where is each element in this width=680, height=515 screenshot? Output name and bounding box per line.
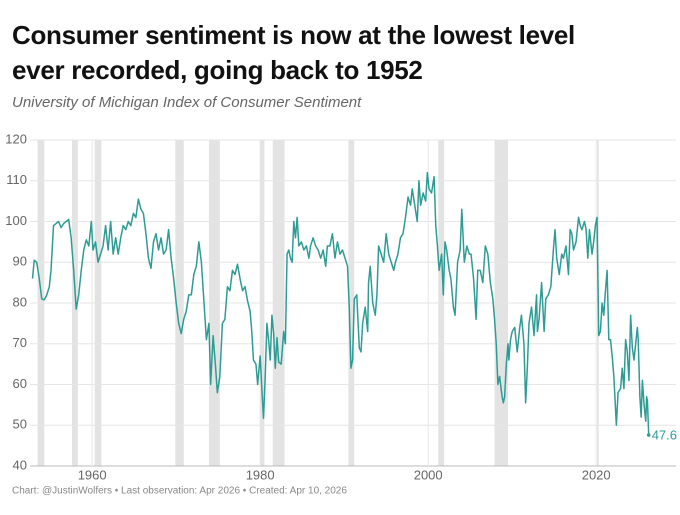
y-tick-label: 110	[6, 172, 27, 187]
y-tick-label: 90	[13, 254, 27, 269]
chart-title: Consumer sentiment is now at the lowest …	[12, 20, 575, 50]
chart-subtitle: University of Michigan Index of Consumer…	[12, 94, 362, 111]
y-tick-label: 80	[13, 294, 27, 309]
end-value-label: 47.6	[652, 427, 677, 442]
y-tick-label: 120	[5, 131, 27, 146]
data-line	[31, 171, 650, 436]
y-tick-label: 40	[13, 457, 27, 472]
source-note: Chart: @JustinWolfers • Last observation…	[12, 486, 347, 497]
x-tick-label: 2000	[414, 467, 443, 482]
y-tick-label: 100	[5, 213, 27, 228]
x-tick-label: 2020	[582, 467, 611, 482]
x-tick-label: 1960	[78, 467, 107, 482]
y-tick-label: 70	[13, 335, 27, 350]
x-tick-label: 1980	[246, 467, 275, 482]
y-tick-label: 60	[13, 376, 27, 391]
end-point	[646, 433, 651, 437]
chart-title: ever recorded, going back to 1952	[12, 55, 423, 85]
y-tick-label: 50	[13, 417, 27, 432]
